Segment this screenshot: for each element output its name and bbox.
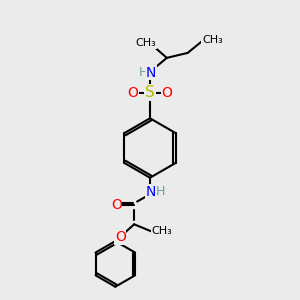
Text: CH₃: CH₃ [202,35,223,45]
Text: O: O [128,85,139,100]
Text: CH₃: CH₃ [152,226,172,236]
Text: N: N [146,66,156,80]
Text: CH₃: CH₃ [136,38,156,48]
Text: O: O [111,199,122,212]
Text: O: O [161,85,172,100]
Text: H: H [138,66,148,79]
Text: N: N [146,184,156,199]
Text: H: H [156,185,166,198]
Text: O: O [115,230,126,244]
Text: S: S [145,85,155,100]
